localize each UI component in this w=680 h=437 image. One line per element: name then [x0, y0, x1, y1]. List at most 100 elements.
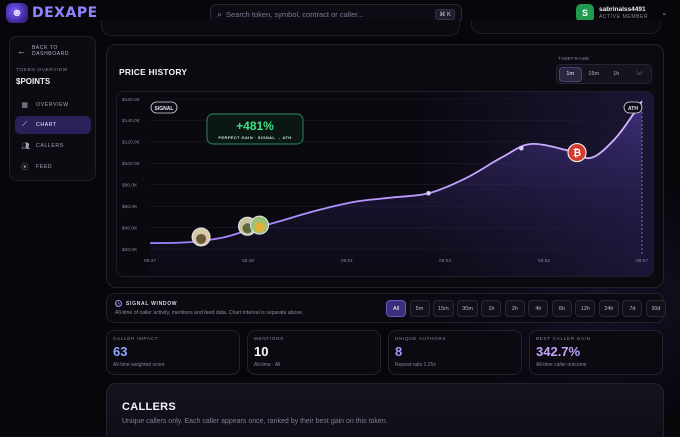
stat-subtext: All-time · All	[254, 362, 281, 368]
sidebar-item-label: CALLERS	[36, 143, 64, 149]
stat-mentions: MENTIONS 10 All-time · All	[247, 330, 381, 375]
price-line	[149, 100, 643, 245]
signal-window-option-all[interactable]: All	[386, 300, 406, 317]
price-history-card: PRICE HISTORY TIMEFRAME 1m 15m 1h 1d	[106, 44, 664, 288]
user-menu[interactable]: S sabrinalss4491 ACTIVE MEMBER ⌄	[576, 4, 667, 22]
stat-label: UNIQUE AUTHORS	[395, 336, 447, 341]
gain-caption: PERFECT GAIN · SIGNAL → ATH	[218, 135, 291, 140]
signal-window-option-1h[interactable]: 1h	[481, 300, 502, 317]
previous-card-bottom-right	[471, 20, 661, 34]
signal-window-label: SIGNAL WINDOW	[126, 300, 178, 307]
previous-card-bottom	[101, 20, 460, 36]
trend-line-icon: ⟋	[22, 121, 28, 128]
stat-best-caller-gain: BEST CALLER GAIN 342.7% All-time caller …	[529, 330, 663, 375]
sidebar-item-callers[interactable]: 👥︎ CALLERS	[15, 137, 91, 155]
token-symbol: $POINTS	[16, 77, 51, 86]
callers-title: CALLERS	[122, 401, 177, 413]
stat-label: BEST CALLER GAIN	[536, 336, 591, 341]
stat-value: 10	[254, 344, 269, 359]
signal-window-option-30d[interactable]: 30d	[645, 300, 666, 317]
price-area	[150, 101, 642, 276]
data-point[interactable]	[519, 145, 524, 151]
timeframe-selector: 1m 15m 1h 1d	[556, 64, 652, 84]
stat-value: 342.7%	[536, 344, 581, 359]
signal-window-option-12h[interactable]: 12h	[575, 300, 596, 317]
app-name: DEXAPE	[32, 5, 98, 21]
y-tick-label: $60.0K	[122, 204, 138, 210]
back-to-dashboard-link[interactable]: ← BACK TO DASHBOARD	[17, 45, 95, 57]
timeframe-label: TIMEFRAME	[558, 56, 590, 61]
caller-avatar-marker[interactable]	[250, 215, 270, 235]
y-tick-label: $20.0K	[122, 247, 138, 253]
clock-icon: ◷	[115, 300, 122, 307]
signal-window-option-4h[interactable]: 4h	[528, 300, 549, 317]
data-point[interactable]	[426, 190, 431, 196]
signal-window-option-15m[interactable]: 15m	[433, 300, 454, 317]
grid-icon: ▦	[21, 102, 29, 109]
gain-annotation: +481% PERFECT GAIN · SIGNAL → ATH	[206, 113, 304, 145]
avatar[interactable]: S	[576, 4, 594, 22]
chart-plot-area: $20.0K $40.0K $60.0K $80.0K $100.0K $120.0K $1…	[116, 91, 654, 277]
broadcast-icon: ⦿	[21, 164, 29, 171]
top-bar: ☻ DEXAPE ⌕ ⌘ K S sabrinalss4491 ACTIVE M…	[0, 0, 680, 28]
sidebar-subtitle: TOKEN OVERVIEW	[16, 68, 68, 73]
caller-avatar-marker[interactable]	[191, 227, 211, 247]
sidebar-item-label: CHART	[36, 122, 57, 128]
stat-unique-authors: UNIQUE AUTHORS 8 Repeat ratio 1.25x	[388, 330, 522, 375]
chevron-down-icon[interactable]: ⌄	[661, 10, 668, 17]
y-tick-label: $100.0K	[122, 161, 141, 167]
callers-description: Unique callers only. Each caller appears…	[122, 418, 388, 425]
stat-subtext: All-time weighted score	[113, 362, 165, 368]
search-input[interactable]	[226, 9, 436, 19]
stat-value: 63	[113, 344, 128, 359]
stat-value: 8	[395, 344, 403, 359]
signal-window-option-30m[interactable]: 30m	[457, 300, 478, 317]
y-tick-label: $120.0K	[122, 140, 141, 146]
timeframe-15m-button[interactable]: 15m	[588, 71, 600, 77]
stat-label: MENTIONS	[254, 336, 284, 341]
signal-window-option-6h[interactable]: 6h	[551, 300, 572, 317]
signal-window-description: All-time of caller activity, mentions an…	[115, 310, 304, 316]
signal-window-option-2h[interactable]: 2h	[504, 300, 525, 317]
signal-window-option-5m[interactable]: 5m	[409, 300, 430, 317]
search-icon: ⌕	[217, 8, 223, 19]
y-tick-label: $40.0K	[122, 225, 138, 231]
stat-caller-impact: CALLER IMPACT 63 All-time weighted score	[106, 330, 240, 375]
timeframe-1h-button[interactable]: 1h	[613, 71, 620, 77]
sidebar-item-label: OVERVIEW	[36, 102, 69, 108]
stat-subtext: All-time caller outcome	[536, 362, 587, 368]
signal-window-option-7d[interactable]: 7d	[622, 300, 643, 317]
sidebar-item-label: FEED	[36, 164, 53, 170]
sidebar-item-overview[interactable]: ▦ OVERVIEW	[15, 96, 91, 114]
svg-text:₿: ₿	[573, 147, 581, 159]
user-info: sabrinalss4491 ACTIVE MEMBER	[599, 6, 648, 20]
users-icon: 👥︎	[21, 143, 31, 150]
stat-subtext: Repeat ratio 1.25x	[395, 362, 436, 368]
signal-label: SIGNAL	[155, 106, 174, 112]
callers-section: CALLERS Unique callers only. Each caller…	[106, 383, 664, 437]
signal-window-options: All 5m 15m 30m 1h 2h 4h 6h 12h 24h 7d 30d	[386, 300, 666, 317]
user-role: ACTIVE MEMBER	[599, 14, 649, 20]
signal-window-option-24h[interactable]: 24h	[598, 300, 619, 317]
sidebar: ← BACK TO DASHBOARD TOKEN OVERVIEW $POIN…	[9, 36, 96, 181]
arrow-left-icon: ←	[17, 46, 26, 56]
signal-window-panel: ◷ SIGNAL WINDOW All-time of caller activ…	[106, 293, 666, 323]
chart-title: PRICE HISTORY	[119, 67, 188, 77]
logo[interactable]: ☻ DEXAPE	[6, 3, 98, 23]
sidebar-item-feed[interactable]: ⦿ FEED	[15, 158, 91, 176]
x-tick-label: 08:57	[636, 258, 648, 264]
timeframe-1d-button[interactable]: 1d	[635, 71, 642, 77]
back-label: BACK TO DASHBOARD	[32, 45, 70, 57]
y-tick-label: $80.0K	[122, 183, 138, 189]
ape-face-icon: ☻	[6, 3, 28, 23]
ath-badge: ATH	[623, 101, 643, 114]
y-tick-label: $140.0K	[122, 118, 141, 124]
timeframe-1m-button[interactable]: 1m	[559, 66, 582, 82]
caller-avatar-marker[interactable]: ₿	[567, 142, 587, 163]
gain-value: +481%	[236, 119, 274, 133]
sidebar-item-chart[interactable]: ⟋ CHART	[15, 116, 91, 134]
ath-label: ATH	[628, 106, 638, 112]
signal-window-title: ◷ SIGNAL WINDOW	[115, 300, 177, 307]
user-name: sabrinalss4491	[599, 6, 646, 13]
price-chart[interactable]: $20.0K $40.0K $60.0K $80.0K $100.0K $120.0K $1…	[117, 92, 654, 277]
